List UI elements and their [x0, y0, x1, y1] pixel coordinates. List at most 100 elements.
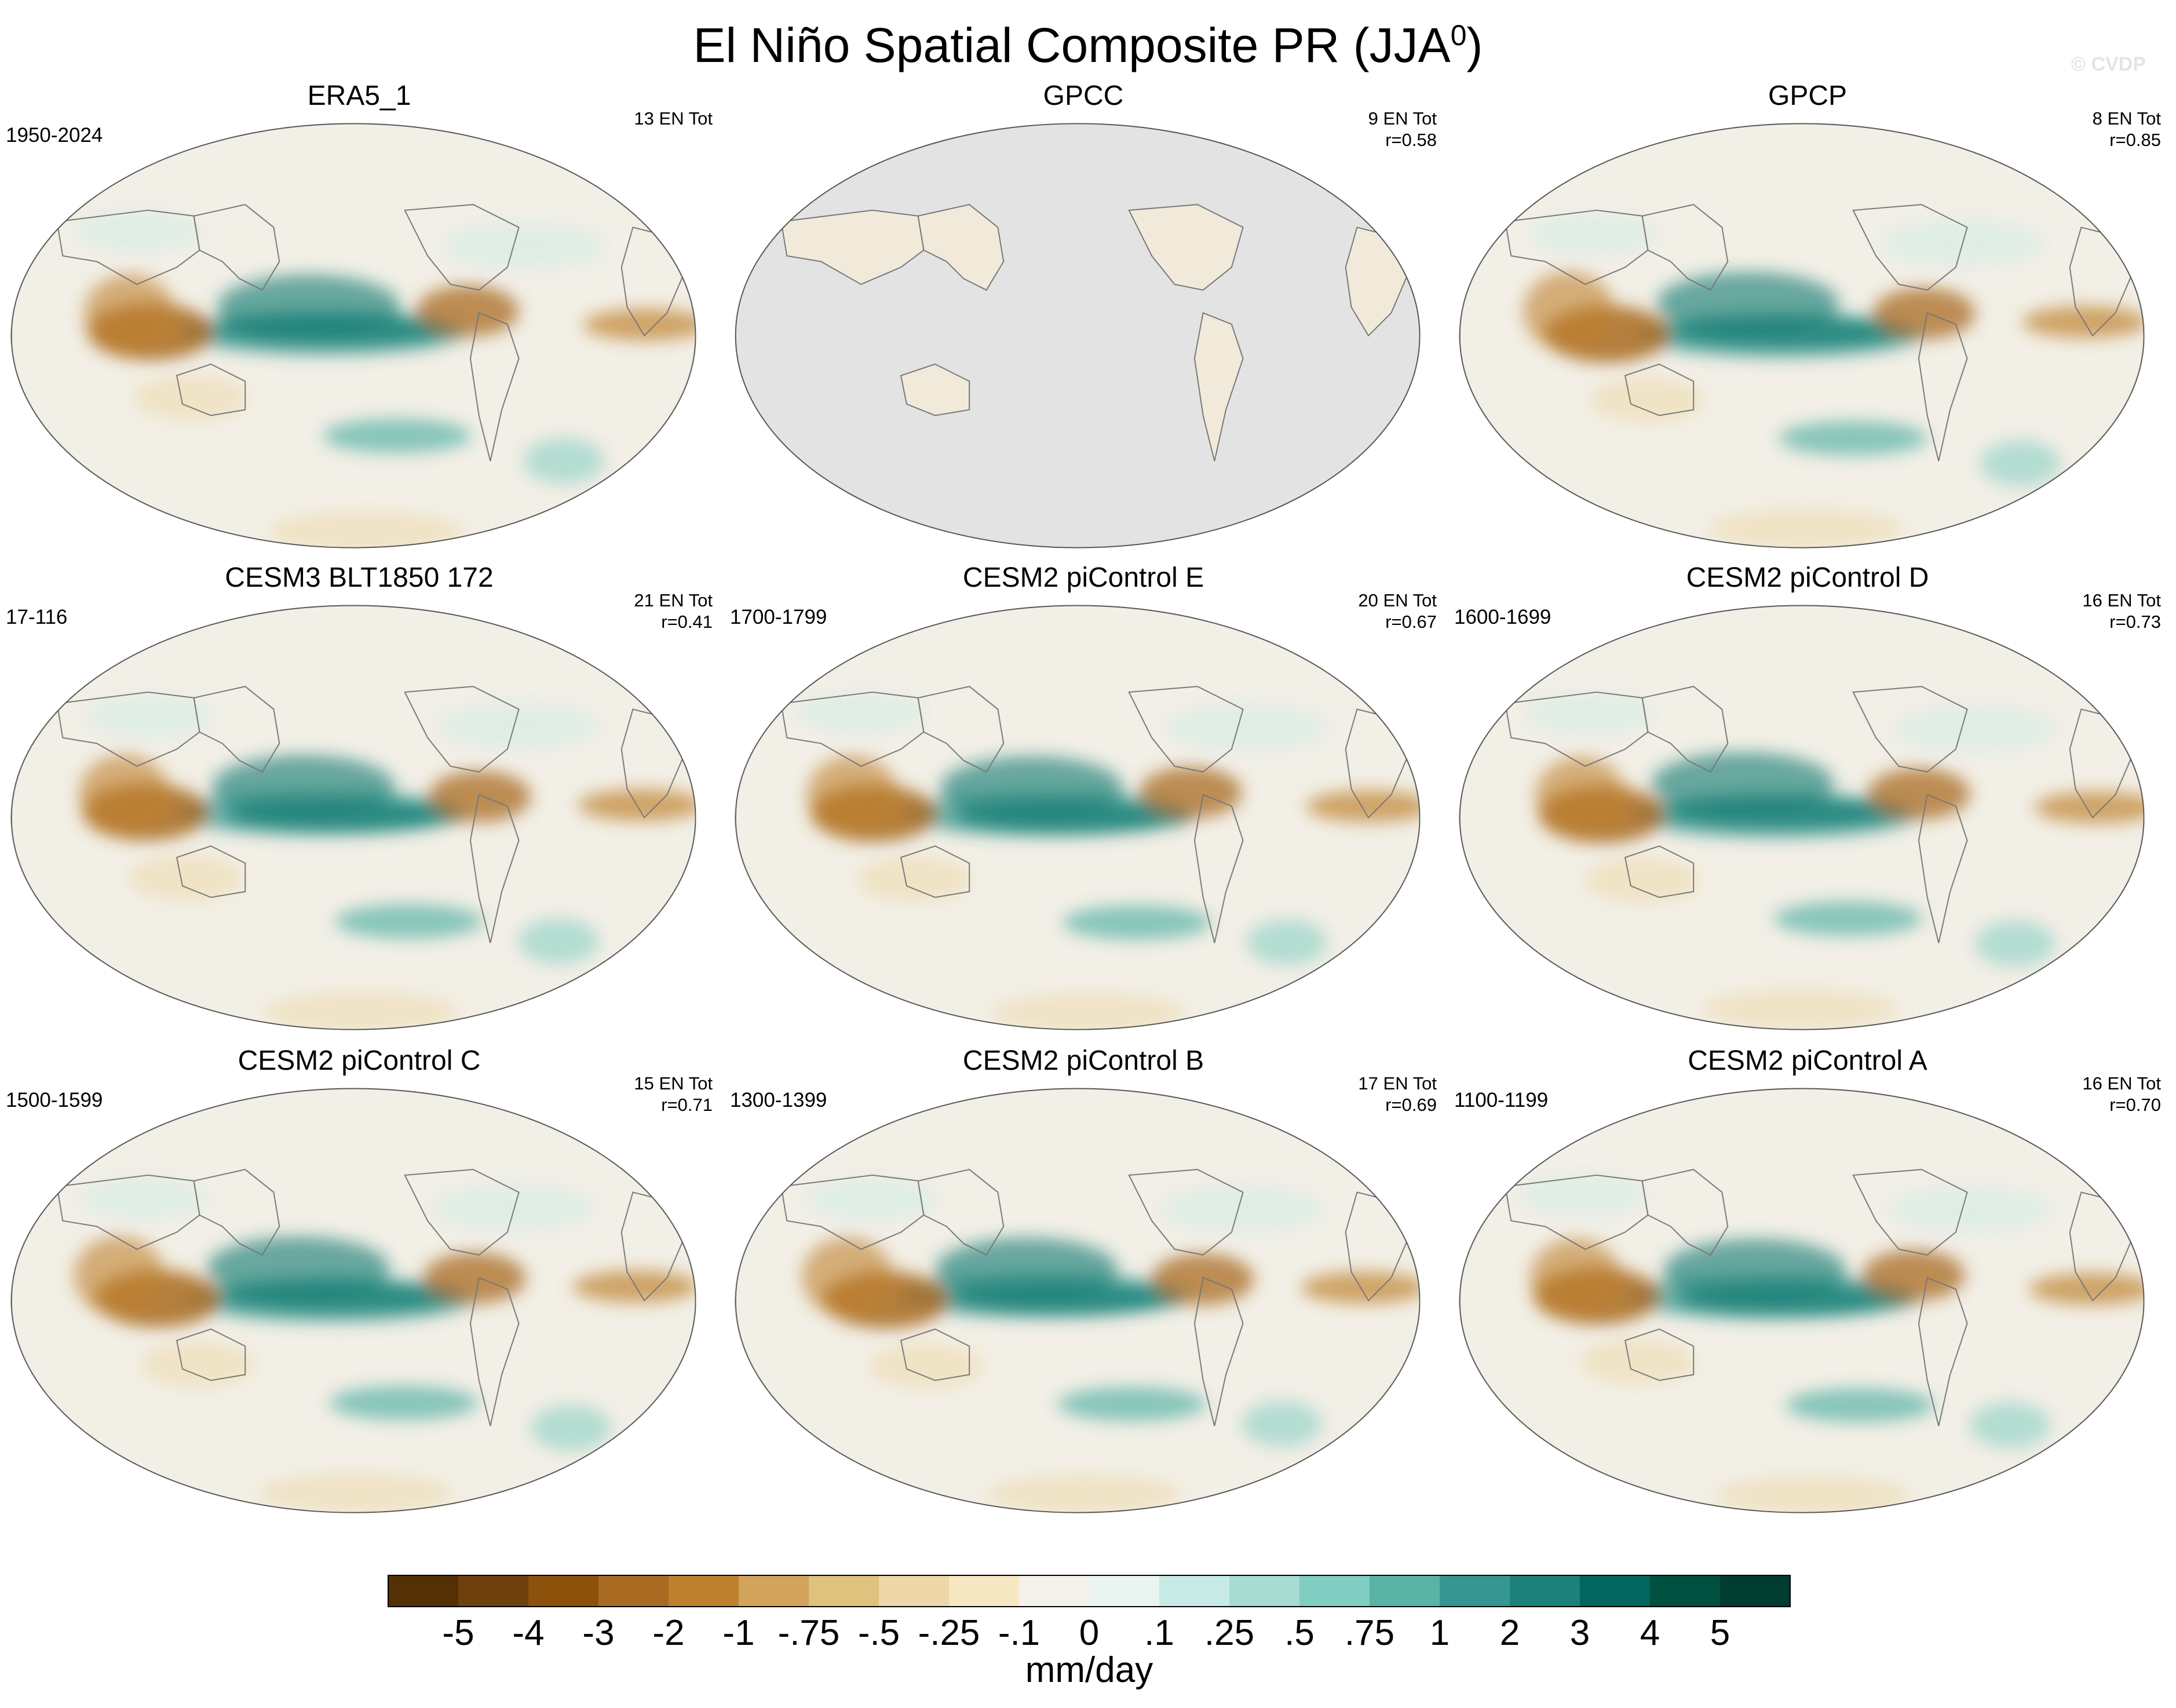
globe-map [1459, 605, 2145, 1030]
continent-outline [900, 363, 970, 416]
event-count: 20 EN Tot [1358, 590, 1437, 610]
map-border [10, 605, 696, 1030]
precip-anomaly-field [801, 1179, 1420, 1513]
map-border [10, 123, 696, 548]
colorbar-tick-label: .75 [1345, 1613, 1394, 1653]
event-count: 16 EN Tot [2082, 590, 2161, 610]
continent-outline [1505, 210, 1649, 286]
panel-title: GPCC [1043, 81, 1124, 111]
continent-outline [56, 210, 200, 286]
map-panel: CESM3 BLT1850 172 17-116 21 EN Tot r=0.41 [0, 562, 718, 1038]
precip-anomaly-field [797, 693, 1420, 1030]
colorbar-tick-label: -3 [582, 1613, 614, 1653]
continent-outline [917, 1169, 1005, 1256]
continent-outline [1918, 793, 1968, 943]
map-border [1459, 1088, 2145, 1513]
colorbar-tick-label: -.75 [778, 1613, 840, 1653]
colorbar-tick-label: -4 [512, 1613, 544, 1653]
colorbar-tick-label: .5 [1284, 1613, 1315, 1653]
continent-outline [176, 363, 246, 416]
pattern-correlation: r=0.85 [2109, 130, 2161, 150]
colorbar-swatch [669, 1575, 739, 1607]
precip-anomaly-field [1525, 694, 2144, 1029]
event-count: 8 EN Tot [2092, 108, 2161, 129]
panel-period: 1500-1599 [6, 1089, 103, 1111]
colorbar-tick-label: 0 [1079, 1613, 1099, 1653]
colorbar-swatch [458, 1575, 529, 1607]
event-count: 21 EN Tot [634, 590, 713, 610]
globe-map [10, 1088, 696, 1513]
continent-outline [1128, 686, 1244, 773]
panel-stats: 16 EN Tot r=0.70 [2082, 1073, 2161, 1115]
colorbar-swatch [1019, 1575, 1090, 1607]
map-panel: CESM2 piControl C 1500-1599 15 EN Tot r=0.7… [0, 1045, 718, 1521]
colorbar: -5 -4 -3 -2 -1 -.75 -.5 -.25 -.1 0 .1 .25 .5 .75 1 2 3 4 5… [388, 1575, 1791, 1690]
panel-title: ERA5_1 [307, 81, 411, 111]
figure-title: El Niño Spatial Composite PR (JJA0) [693, 18, 1483, 72]
panel-title: CESM3 BLT1850 172 [225, 562, 494, 593]
colorbar-swatch [1510, 1575, 1580, 1607]
continent-outline [1505, 1175, 1649, 1250]
panel-stats: 20 EN Tot r=0.67 [1358, 590, 1437, 632]
panel-period: 1100-1199 [1454, 1089, 1549, 1111]
panel-title: CESM2 piControl B [962, 1045, 1204, 1076]
globe-map [735, 1088, 1421, 1513]
map-background [735, 123, 1420, 548]
panel-period: 1700-1799 [730, 606, 827, 628]
continent-outline [1505, 692, 1649, 767]
pattern-correlation: r=0.73 [2109, 612, 2161, 632]
colorbar-tick-label: 4 [1640, 1613, 1660, 1653]
globe-map [735, 123, 1421, 548]
map-panel: CESM2 piControl B 1300-1399 17 EN Tot r=0.6… [724, 1045, 1443, 1521]
colorbar-tick-label: -5 [442, 1613, 474, 1653]
colorbar-tick-label: 2 [1500, 1613, 1520, 1653]
colorbar-swatch [1720, 1575, 1791, 1607]
colorbar-swatch [1580, 1575, 1651, 1607]
panel-period: 1300-1399 [730, 1089, 827, 1111]
continent-outline [1193, 1277, 1244, 1427]
continent-outline [1852, 1169, 1968, 1256]
colorbar-tick-label: -.1 [998, 1613, 1040, 1653]
continent-outline [1641, 1169, 1729, 1256]
panel-stats: 15 EN Tot r=0.71 [634, 1073, 713, 1115]
map-panel: CESM2 piControl A 1100-1199 16 EN Tot r=0.7… [1448, 1045, 2167, 1521]
colorbar-swatch [1440, 1575, 1510, 1607]
globe-map [1459, 1088, 2145, 1513]
panel-period: 1950-2024 [6, 124, 103, 147]
continent-outline [1918, 1277, 1968, 1427]
colorbar-swatch [809, 1575, 879, 1607]
colorbar-swatch [879, 1575, 950, 1607]
colorbar-tick-label: .25 [1204, 1613, 1254, 1653]
continent-outline [917, 686, 1005, 773]
continent-outline [1624, 363, 1695, 416]
globe-map [735, 605, 1421, 1030]
continent-outline [780, 692, 925, 767]
continent-outline [469, 312, 520, 462]
continent-outline [404, 204, 520, 291]
colorbar-swatch [1650, 1575, 1721, 1607]
continent-outline [404, 686, 520, 773]
pattern-correlation: r=0.69 [1385, 1095, 1437, 1115]
colorbar-swatch [528, 1575, 599, 1607]
colorbar-swatch [598, 1575, 669, 1607]
watermark: © CVDP [2071, 53, 2146, 75]
globe-map [10, 605, 696, 1030]
continent-outline [404, 1169, 520, 1256]
continent-outline [780, 1175, 925, 1250]
colorbar-swatch [1229, 1575, 1300, 1607]
map-border [735, 1088, 1421, 1513]
colorbar-swatch [1370, 1575, 1440, 1607]
continent-outline [1641, 686, 1729, 773]
colorbar-tick-label: 3 [1570, 1613, 1590, 1653]
colorbar-swatch [388, 1575, 459, 1607]
event-count: 13 EN Tot [634, 108, 713, 129]
panel-stats: 9 EN Tot r=0.58 [1368, 108, 1437, 151]
map-border [1459, 605, 2145, 1030]
panel-title: GPCP [1768, 81, 1848, 111]
panel-title: CESM2 piControl C [238, 1045, 481, 1076]
panel-stats: 13 EN Tot [634, 108, 713, 129]
continent-outline [1641, 204, 1729, 291]
map-border [10, 1088, 696, 1513]
event-count: 15 EN Tot [634, 1073, 713, 1093]
colorbar-tick-label: -2 [652, 1613, 684, 1653]
